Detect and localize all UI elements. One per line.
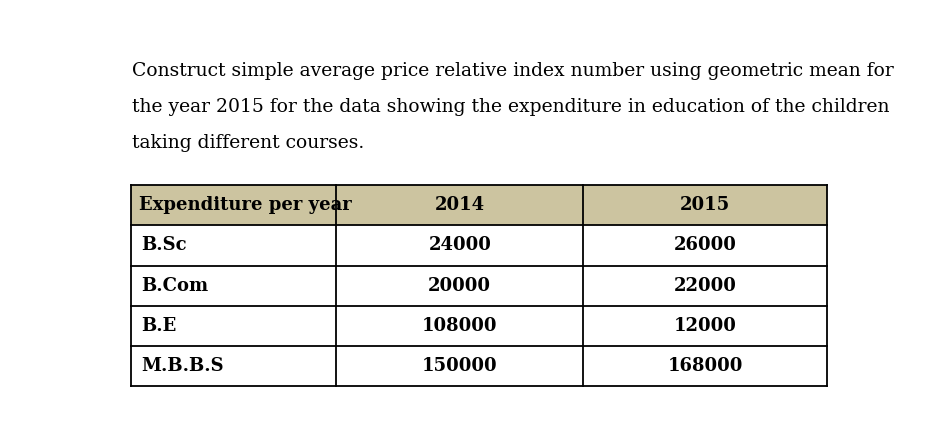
Text: 108000: 108000 [422, 317, 497, 335]
Text: 168000: 168000 [668, 357, 743, 375]
Text: 24000: 24000 [428, 236, 492, 255]
Text: B.Sc: B.Sc [142, 236, 187, 255]
Text: 20000: 20000 [428, 276, 492, 295]
Text: B.E: B.E [142, 317, 177, 335]
Text: 12000: 12000 [674, 317, 736, 335]
Text: B.Com: B.Com [142, 276, 209, 295]
Text: 2014: 2014 [435, 196, 485, 214]
Text: 2015: 2015 [681, 196, 730, 214]
Text: 150000: 150000 [422, 357, 497, 375]
Bar [130, 185, 827, 226]
Text: 22000: 22000 [674, 276, 736, 295]
Text: Construct simple average price relative index number using geometric mean for: Construct simple average price relative … [132, 62, 894, 80]
Text: 26000: 26000 [674, 236, 736, 255]
Text: M.B.B.S: M.B.B.S [142, 357, 224, 375]
Text: taking different courses.: taking different courses. [132, 134, 365, 152]
Text: Expenditure per year: Expenditure per year [140, 196, 352, 214]
Text: the year 2015 for the data showing the expenditure in education of the children: the year 2015 for the data showing the e… [132, 98, 890, 116]
